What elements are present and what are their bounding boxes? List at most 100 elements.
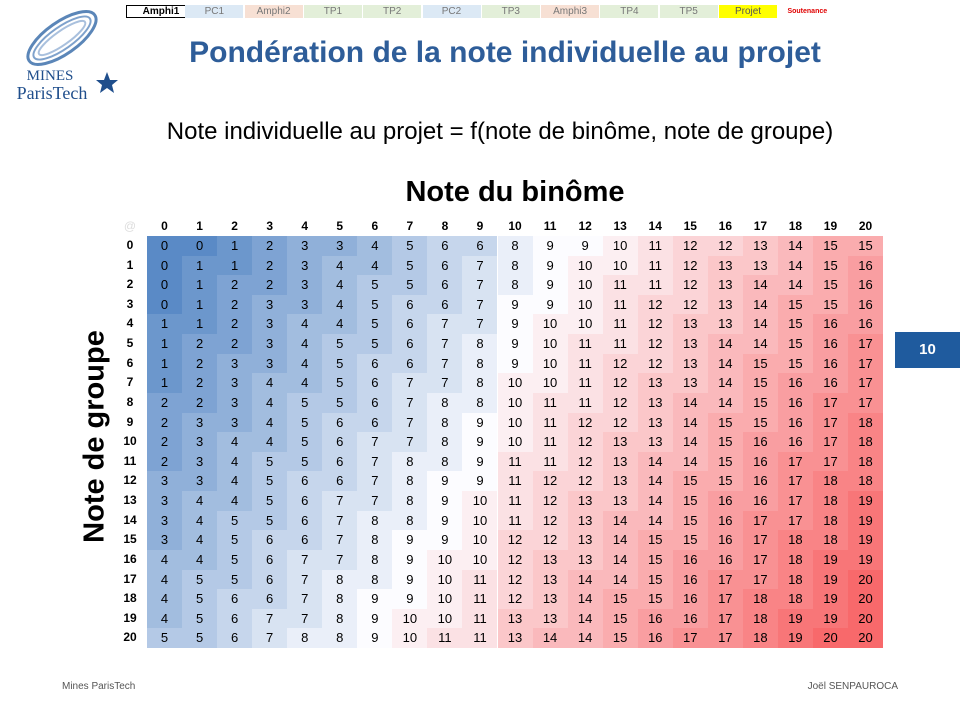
cell: 15 (848, 236, 884, 256)
cell: 19 (777, 608, 813, 629)
nav-tab[interactable]: TP3 (481, 5, 540, 18)
row-header: 8 (126, 394, 134, 409)
cell: 7 (287, 569, 323, 590)
nav-tab[interactable]: Amphi2 (244, 5, 303, 18)
cell: 19 (812, 608, 848, 629)
cell: 14 (672, 451, 708, 472)
cell: 15 (637, 589, 673, 609)
cell: 8 (462, 353, 498, 374)
cell: 6 (322, 471, 358, 492)
nav-tab[interactable]: PC2 (422, 5, 481, 18)
nav-tab[interactable]: TP1 (303, 5, 362, 18)
cell: 3 (287, 236, 323, 256)
cell: 12 (602, 412, 638, 433)
cell: 2 (182, 373, 218, 393)
cell: 6 (427, 275, 463, 295)
cell: 3 (182, 412, 218, 433)
cell: 10 (462, 510, 498, 531)
cell: 4 (252, 432, 288, 452)
cell: 17 (848, 334, 884, 354)
cell: 8 (497, 255, 533, 276)
cell: 16 (742, 491, 778, 511)
cell: 11 (497, 510, 533, 531)
cell: 3 (217, 353, 253, 374)
nav-tab[interactable]: TP2 (363, 5, 422, 18)
cell: 9 (462, 412, 498, 433)
nav-tab[interactable]: PC1 (185, 5, 244, 18)
row-header: 11 (123, 453, 137, 468)
cell: 5 (217, 530, 253, 550)
column-header: 18 (788, 219, 803, 233)
cell: 13 (637, 412, 673, 433)
cell: 1 (182, 294, 218, 315)
nav-tab[interactable]: Amphi3 (541, 5, 600, 18)
nav-tab[interactable]: Soutenance (778, 5, 837, 18)
cell: 9 (462, 432, 498, 452)
cell: 8 (322, 608, 358, 629)
formula: Note individuelle au projet = f(note de … (166, 118, 834, 145)
cell: 4 (182, 510, 218, 531)
column-header: 16 (718, 219, 732, 233)
cell: 10 (532, 353, 568, 374)
cell: 10 (427, 569, 463, 590)
cell: 11 (637, 255, 673, 276)
row-header: 6 (126, 355, 134, 370)
cell: 11 (567, 353, 603, 374)
cell: 16 (707, 491, 743, 511)
cell: 15 (637, 569, 673, 590)
cell: 13 (567, 530, 603, 550)
cell: 14 (707, 334, 743, 354)
cell: 11 (637, 275, 673, 295)
cell: 10 (602, 236, 638, 256)
cell: 8 (322, 589, 358, 609)
cell: 8 (357, 549, 393, 570)
cell: 2 (252, 255, 288, 276)
cell: 9 (427, 471, 463, 492)
cell: 4 (217, 451, 253, 472)
cell: 5 (322, 334, 358, 354)
cell: 3 (217, 392, 253, 413)
row-header: 2 (126, 277, 134, 292)
cell: 4 (182, 491, 218, 511)
cell: 14 (567, 569, 603, 590)
cell: 8 (357, 569, 393, 590)
cell: 17 (707, 589, 743, 609)
cell: 7 (322, 510, 358, 531)
cell: 14 (637, 451, 673, 472)
cell: 4 (357, 236, 393, 256)
cell: 16 (742, 432, 778, 452)
cell: 5 (322, 392, 358, 413)
cell: 15 (672, 530, 708, 550)
cell: 3 (182, 471, 218, 492)
cell: 6 (217, 628, 253, 648)
cell: 5 (252, 451, 288, 472)
cell: 14 (742, 334, 778, 354)
cell: 9 (427, 491, 463, 511)
cell: 5 (287, 392, 323, 413)
cell: 9 (357, 608, 393, 629)
nav-tab[interactable]: TP4 (600, 5, 659, 18)
cell: 8 (497, 236, 533, 256)
cell: 11 (497, 491, 533, 511)
nav-tab[interactable]: Projet (719, 5, 777, 18)
cell: 15 (637, 530, 673, 550)
cell: 3 (287, 294, 323, 315)
cell: 3 (147, 530, 183, 550)
cell: 5 (322, 353, 358, 374)
cell: 17 (777, 491, 813, 511)
cell: 6 (252, 569, 288, 590)
cell: 4 (147, 608, 183, 629)
cell: 17 (707, 628, 743, 648)
cell: 12 (637, 334, 673, 354)
cell: 5 (182, 589, 218, 609)
cell: 5 (252, 491, 288, 511)
cell: 0 (147, 255, 183, 276)
row-header: 3 (126, 296, 134, 311)
cell: 17 (742, 549, 778, 570)
cell: 6 (252, 530, 288, 550)
cell: 11 (532, 432, 568, 452)
cell: 15 (602, 628, 638, 648)
cell: 18 (848, 451, 884, 472)
nav-tab[interactable]: TP5 (659, 5, 718, 18)
cell: 5 (182, 628, 218, 648)
